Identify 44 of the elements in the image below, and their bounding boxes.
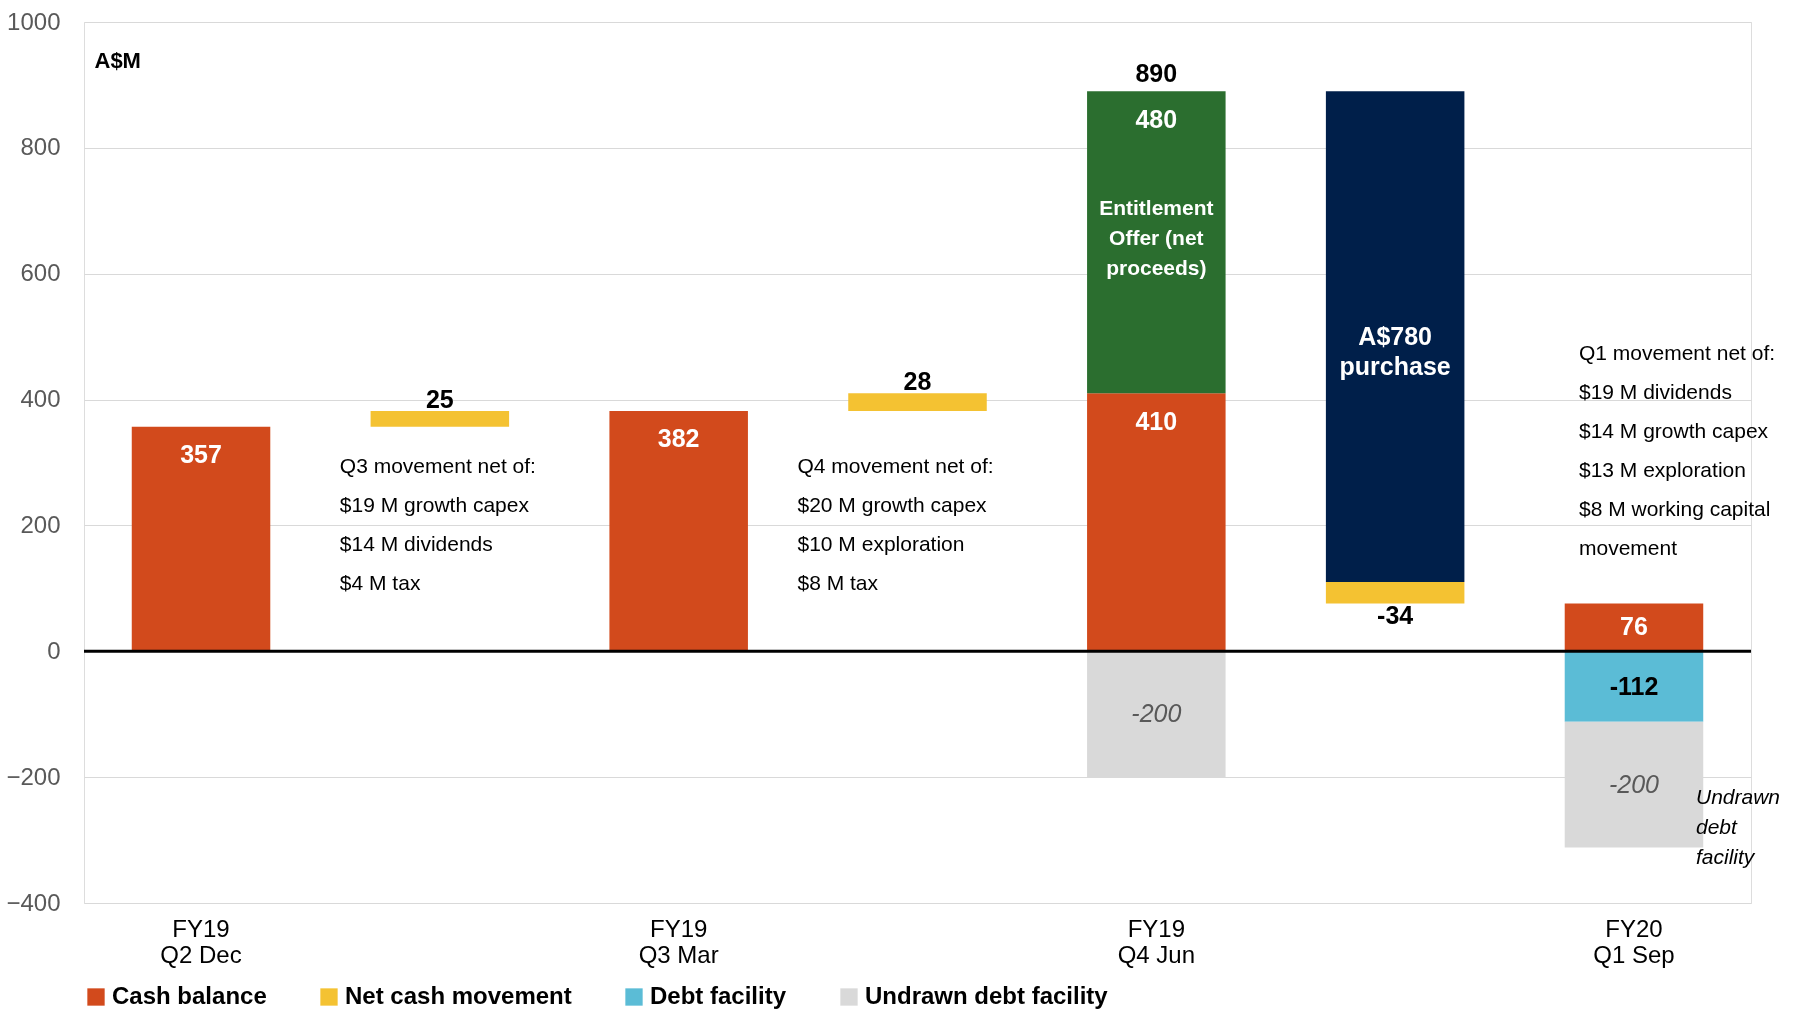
data-label: A$780 purchase [1339, 321, 1451, 380]
annotation: Undrawn debt facility [1695, 784, 1781, 868]
data-label: 25 [425, 384, 454, 413]
y-tick-label: 800 [20, 133, 61, 161]
y-tick-label: 600 [20, 259, 61, 287]
y-tick-label: 0 [47, 636, 61, 664]
data-label: 410 [1135, 406, 1178, 435]
legend-label: Debt facility [650, 982, 787, 1009]
bar [1564, 651, 1704, 722]
bar [1087, 91, 1226, 394]
y-tick-label: 200 [20, 510, 61, 538]
y-tick-label: 1000 [7, 7, 61, 35]
bar [1087, 393, 1226, 652]
bar [609, 410, 748, 652]
data-label: 28 [903, 366, 932, 395]
x-tick-label: FY19 Q4 Jun [1117, 914, 1196, 968]
bar [131, 426, 271, 652]
x-tick-label: FY20 Q1 Sep [1593, 914, 1675, 968]
bar [370, 410, 510, 427]
data-label: 480 [1135, 104, 1178, 133]
annotation: Q1 movement net of: $19 M dividends $14 M growth capex $13 M exploration $8 M working capital movement [1578, 340, 1776, 559]
legend-label: Undrawn debt facility [865, 982, 1109, 1009]
data-label: -34 [1377, 601, 1414, 630]
annotation: Q3 movement net of: $19 M growth capex $14 M dividends $4 M tax [339, 454, 536, 595]
bar [1325, 91, 1465, 583]
data-label: 357 [180, 439, 222, 468]
data-label: -112 [1609, 671, 1659, 700]
data-label: -200 [1608, 769, 1660, 798]
legend-label: Net cash movement [345, 982, 572, 1009]
y-tick-label: −400 [6, 888, 61, 916]
bar [1564, 603, 1704, 652]
bar [848, 393, 987, 411]
annotation: 890 [1135, 59, 1178, 88]
annotation: Entitlement Offer (net proceeds) [1099, 196, 1214, 280]
x-tick-label: FY19 Q3 Mar [638, 914, 719, 968]
y-tick-label: 400 [20, 385, 61, 413]
y-axis-title: A$M [94, 47, 141, 73]
data-label: 76 [1620, 612, 1648, 641]
legend-label: Cash balance [112, 982, 267, 1009]
annotation: Q4 movement net of: $20 M growth capex $10 M exploration $8 M tax [797, 454, 994, 595]
data-label: -200 [1131, 699, 1182, 728]
x-tick-label: FY19 Q2 Dec [160, 914, 242, 968]
data-label: 382 [657, 424, 700, 453]
y-tick-label: −200 [6, 762, 61, 790]
